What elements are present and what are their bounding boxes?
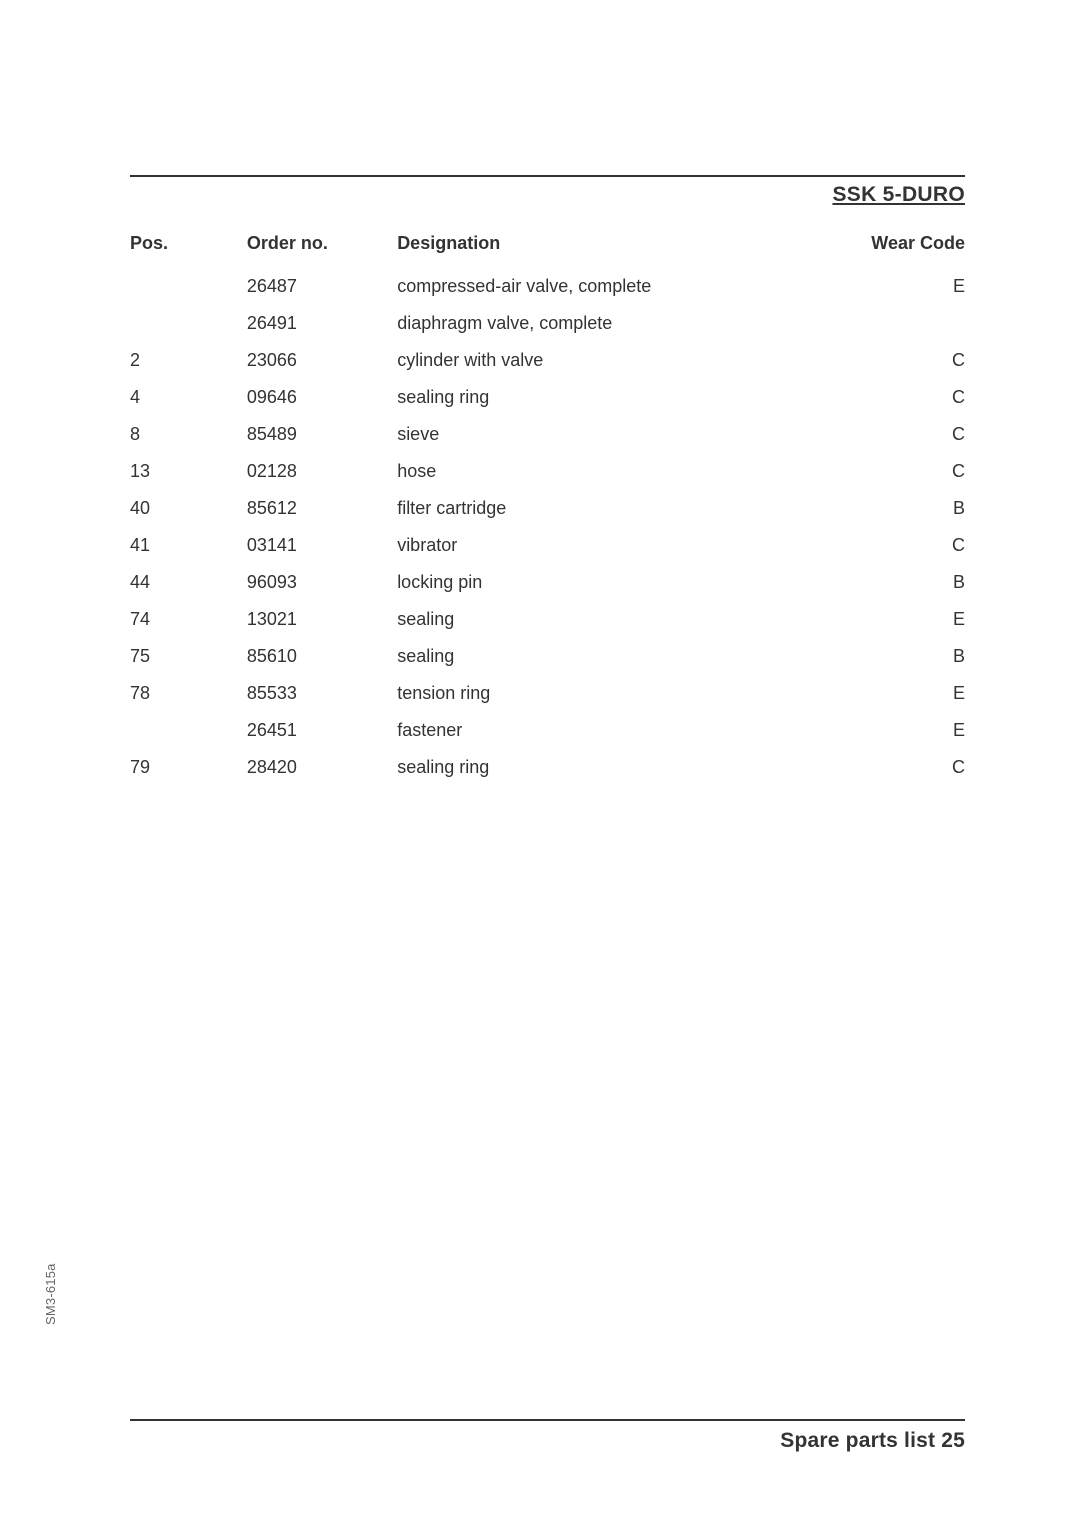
cell-order: 26491 [247, 305, 397, 342]
cell-pos: 4 [130, 379, 247, 416]
page-footer: Spare parts list 25 [130, 1419, 965, 1453]
cell-wear: C [831, 749, 965, 786]
cell-pos [130, 268, 247, 305]
cell-pos: 2 [130, 342, 247, 379]
cell-order: 26451 [247, 712, 397, 749]
table-row: 79 28420 sealing ring C [130, 749, 965, 786]
cell-wear [831, 305, 965, 342]
table-row: 4 09646 sealing ring C [130, 379, 965, 416]
cell-wear: C [831, 453, 965, 490]
footer-text: Spare parts list 25 [130, 1429, 965, 1453]
cell-pos: 41 [130, 527, 247, 564]
table-row: 74 13021 sealing E [130, 601, 965, 638]
table-row: 8 85489 sieve C [130, 416, 965, 453]
header-title: SSK 5-DURO [130, 183, 965, 207]
parts-table: Pos. Order no. Designation Wear Code 264… [130, 233, 965, 786]
cell-order: 28420 [247, 749, 397, 786]
cell-wear: B [831, 564, 965, 601]
cell-order: 85489 [247, 416, 397, 453]
cell-designation: cylinder with valve [397, 342, 831, 379]
cell-wear: B [831, 490, 965, 527]
cell-order: 23066 [247, 342, 397, 379]
cell-pos [130, 305, 247, 342]
cell-wear: E [831, 712, 965, 749]
cell-order: 09646 [247, 379, 397, 416]
col-header-pos: Pos. [130, 233, 247, 268]
cell-wear: B [831, 638, 965, 675]
cell-wear: E [831, 268, 965, 305]
cell-designation: vibrator [397, 527, 831, 564]
table-row: 44 96093 locking pin B [130, 564, 965, 601]
cell-pos: 44 [130, 564, 247, 601]
cell-order: 03141 [247, 527, 397, 564]
cell-wear: C [831, 416, 965, 453]
cell-designation: filter cartridge [397, 490, 831, 527]
table-row: 75 85610 sealing B [130, 638, 965, 675]
table-row: 2 23066 cylinder with valve C [130, 342, 965, 379]
footer-rule [130, 1419, 965, 1421]
cell-order: 26487 [247, 268, 397, 305]
cell-designation: hose [397, 453, 831, 490]
cell-designation: sealing ring [397, 379, 831, 416]
cell-pos: 13 [130, 453, 247, 490]
cell-designation: sealing ring [397, 749, 831, 786]
cell-pos: 75 [130, 638, 247, 675]
cell-wear: E [831, 675, 965, 712]
cell-pos: 40 [130, 490, 247, 527]
side-document-code: SM3-615a [43, 1263, 58, 1325]
cell-wear: E [831, 601, 965, 638]
cell-designation: fastener [397, 712, 831, 749]
cell-order: 85533 [247, 675, 397, 712]
table-header-row: Pos. Order no. Designation Wear Code [130, 233, 965, 268]
cell-wear: C [831, 527, 965, 564]
cell-pos: 79 [130, 749, 247, 786]
header-rule [130, 175, 965, 177]
cell-order: 02128 [247, 453, 397, 490]
cell-designation: compressed-air valve, complete [397, 268, 831, 305]
table-body: 26487 compressed-air valve, complete E 2… [130, 268, 965, 786]
col-header-order: Order no. [247, 233, 397, 268]
cell-pos: 78 [130, 675, 247, 712]
table-row: 26487 compressed-air valve, complete E [130, 268, 965, 305]
cell-designation: sieve [397, 416, 831, 453]
table-row: 26491 diaphragm valve, complete [130, 305, 965, 342]
table-row: 26451 fastener E [130, 712, 965, 749]
cell-designation: sealing [397, 638, 831, 675]
cell-pos: 74 [130, 601, 247, 638]
table-row: 41 03141 vibrator C [130, 527, 965, 564]
cell-designation: sealing [397, 601, 831, 638]
cell-designation: diaphragm valve, complete [397, 305, 831, 342]
cell-pos: 8 [130, 416, 247, 453]
page-content: SSK 5-DURO Pos. Order no. Designation We… [130, 175, 965, 786]
table-row: 78 85533 tension ring E [130, 675, 965, 712]
table-row: 40 85612 filter cartridge B [130, 490, 965, 527]
cell-order: 96093 [247, 564, 397, 601]
cell-designation: locking pin [397, 564, 831, 601]
col-header-wear: Wear Code [831, 233, 965, 268]
cell-designation: tension ring [397, 675, 831, 712]
cell-pos [130, 712, 247, 749]
cell-wear: C [831, 379, 965, 416]
cell-wear: C [831, 342, 965, 379]
cell-order: 13021 [247, 601, 397, 638]
cell-order: 85612 [247, 490, 397, 527]
table-row: 13 02128 hose C [130, 453, 965, 490]
col-header-designation: Designation [397, 233, 831, 268]
cell-order: 85610 [247, 638, 397, 675]
